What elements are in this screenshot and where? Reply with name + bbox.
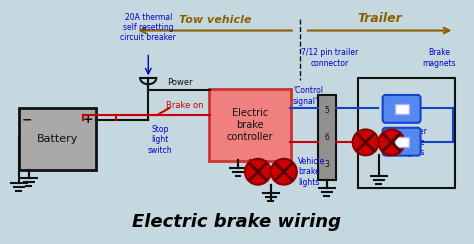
Text: Brake on: Brake on bbox=[166, 101, 204, 110]
Text: Electric brake wiring: Electric brake wiring bbox=[133, 213, 341, 231]
Text: Tow vehicle: Tow vehicle bbox=[179, 15, 251, 25]
FancyBboxPatch shape bbox=[209, 89, 291, 161]
Text: 20A thermal
self resetting
circuit breaker: 20A thermal self resetting circuit break… bbox=[120, 13, 176, 42]
Bar bbox=[18, 108, 96, 170]
Bar bbox=[395, 104, 409, 114]
Text: Battery: Battery bbox=[37, 134, 78, 144]
Text: Electric
brake
controller: Electric brake controller bbox=[227, 108, 273, 142]
Text: +: + bbox=[83, 113, 94, 126]
Circle shape bbox=[245, 159, 271, 185]
Text: 3: 3 bbox=[324, 160, 329, 169]
Text: Vehicle
brake
lights: Vehicle brake lights bbox=[298, 157, 325, 187]
Text: Power: Power bbox=[167, 78, 193, 87]
Text: Stop
light
switch: Stop light switch bbox=[148, 125, 173, 155]
Circle shape bbox=[353, 130, 379, 155]
Text: Trailer
brake
lights: Trailer brake lights bbox=[403, 127, 428, 157]
Bar bbox=[318, 95, 336, 180]
Circle shape bbox=[271, 159, 297, 185]
Text: 5: 5 bbox=[324, 106, 329, 115]
Text: 6: 6 bbox=[324, 133, 329, 142]
Bar bbox=[358, 78, 456, 188]
FancyBboxPatch shape bbox=[383, 95, 420, 123]
Text: 'Control
signal': 'Control signal' bbox=[293, 86, 323, 106]
Text: Trailer: Trailer bbox=[357, 11, 402, 25]
FancyBboxPatch shape bbox=[383, 128, 420, 156]
Bar bbox=[395, 137, 409, 147]
Circle shape bbox=[379, 130, 404, 155]
Text: Brake
magnets: Brake magnets bbox=[423, 48, 456, 68]
Text: 7/12 pin trailer
connector: 7/12 pin trailer connector bbox=[301, 48, 358, 68]
Text: −: − bbox=[21, 113, 32, 126]
